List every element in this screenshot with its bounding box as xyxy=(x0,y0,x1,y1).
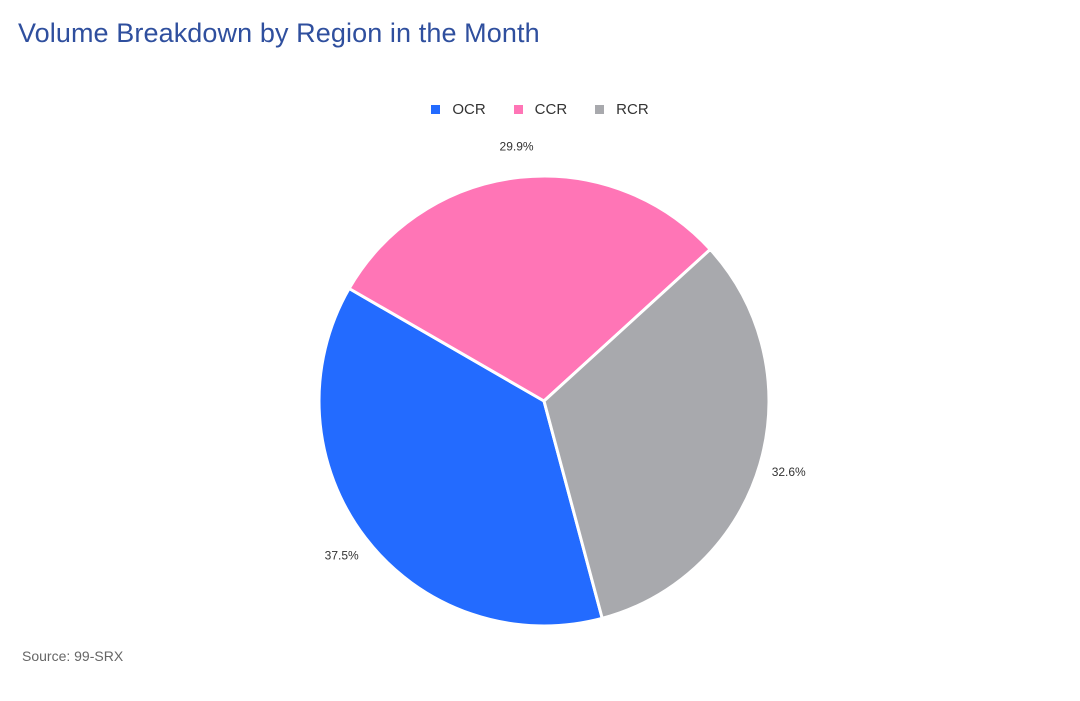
legend-label-rcr: RCR xyxy=(616,101,649,118)
pie-slices xyxy=(317,174,771,628)
chart-legend: OCR CCR RCR xyxy=(0,101,1080,118)
legend-item-rcr[interactable]: RCR xyxy=(595,101,649,118)
legend-label-ocr: OCR xyxy=(452,101,486,118)
slice-value-label-ccr: 29.9% xyxy=(500,140,534,154)
pie-labels: 37.5% 29.9% 32.6% xyxy=(325,140,806,563)
pie-slice-ocr[interactable] xyxy=(317,287,604,628)
legend-swatch-ccr xyxy=(513,105,523,114)
chart-title: Volume Breakdown by Region in the Month xyxy=(18,18,540,48)
legend-item-ocr[interactable]: OCR xyxy=(431,101,486,118)
source-note: Source: 99-SRX xyxy=(22,648,124,664)
legend-item-ccr[interactable]: CCR xyxy=(513,101,568,118)
pie-slice-ccr[interactable] xyxy=(347,174,712,403)
pie-slice-rcr[interactable] xyxy=(542,247,771,620)
legend-label-ccr: CCR xyxy=(534,101,568,118)
legend-swatch-ocr xyxy=(431,105,441,114)
slice-value-label-ocr: 37.5% xyxy=(325,548,359,562)
slice-value-label-rcr: 32.6% xyxy=(772,465,806,479)
legend-swatch-rcr xyxy=(595,105,605,114)
